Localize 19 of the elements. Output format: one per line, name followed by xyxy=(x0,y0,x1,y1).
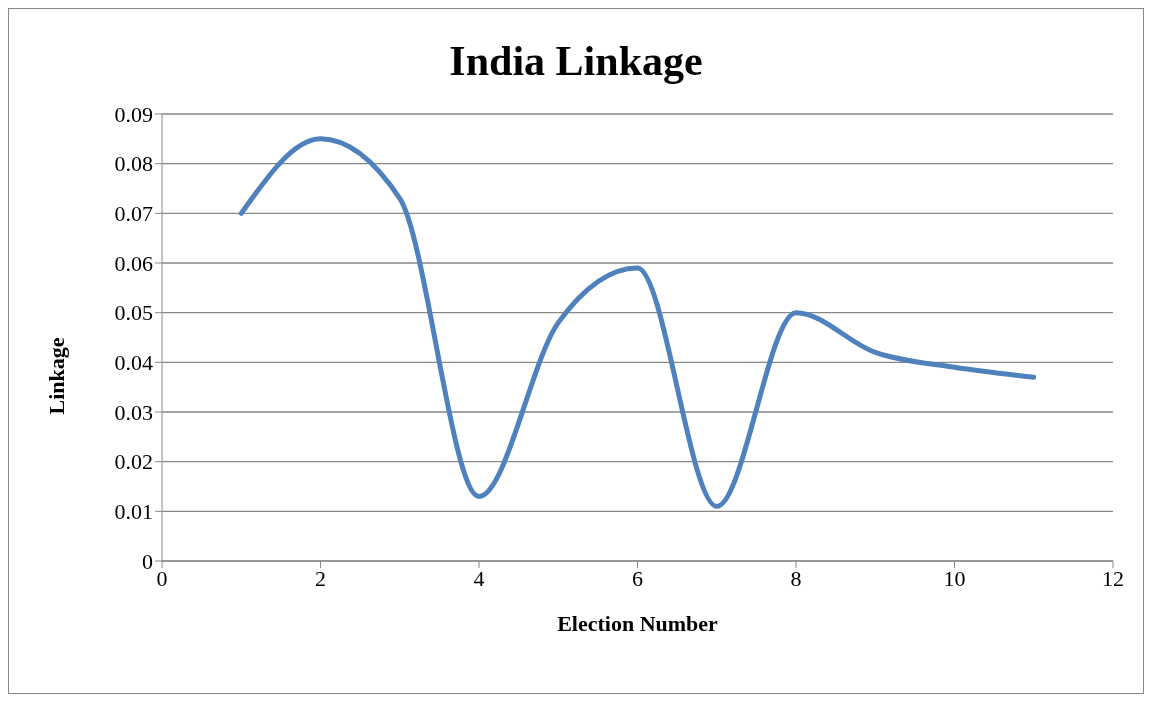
y-tick-label: 0.05 xyxy=(114,300,153,326)
x-tick-label: 10 xyxy=(943,565,966,591)
y-tick-label: 0.03 xyxy=(114,399,153,425)
y-tick-label: 0 xyxy=(142,548,153,574)
y-tick-label: 0.02 xyxy=(114,449,153,475)
x-tick-label: 12 xyxy=(1102,565,1124,591)
y-tick-label: 0.09 xyxy=(114,101,153,127)
x-axis-title: Election Number xyxy=(557,611,719,636)
y-tick-label: 0.04 xyxy=(114,350,153,376)
x-tick-label: 8 xyxy=(790,565,802,591)
x-tick-label: 4 xyxy=(473,565,485,591)
y-tick-label: 0.08 xyxy=(114,151,153,177)
y-tick-label: 0.07 xyxy=(114,201,153,227)
y-tick-label: 0.01 xyxy=(114,499,153,525)
y-axis-title: Linkage xyxy=(43,337,69,415)
x-tick-label: 6 xyxy=(632,565,643,591)
y-tick-label: 0.06 xyxy=(114,250,153,276)
x-tick-label: 2 xyxy=(315,565,326,591)
chart-title: India Linkage xyxy=(448,37,704,85)
